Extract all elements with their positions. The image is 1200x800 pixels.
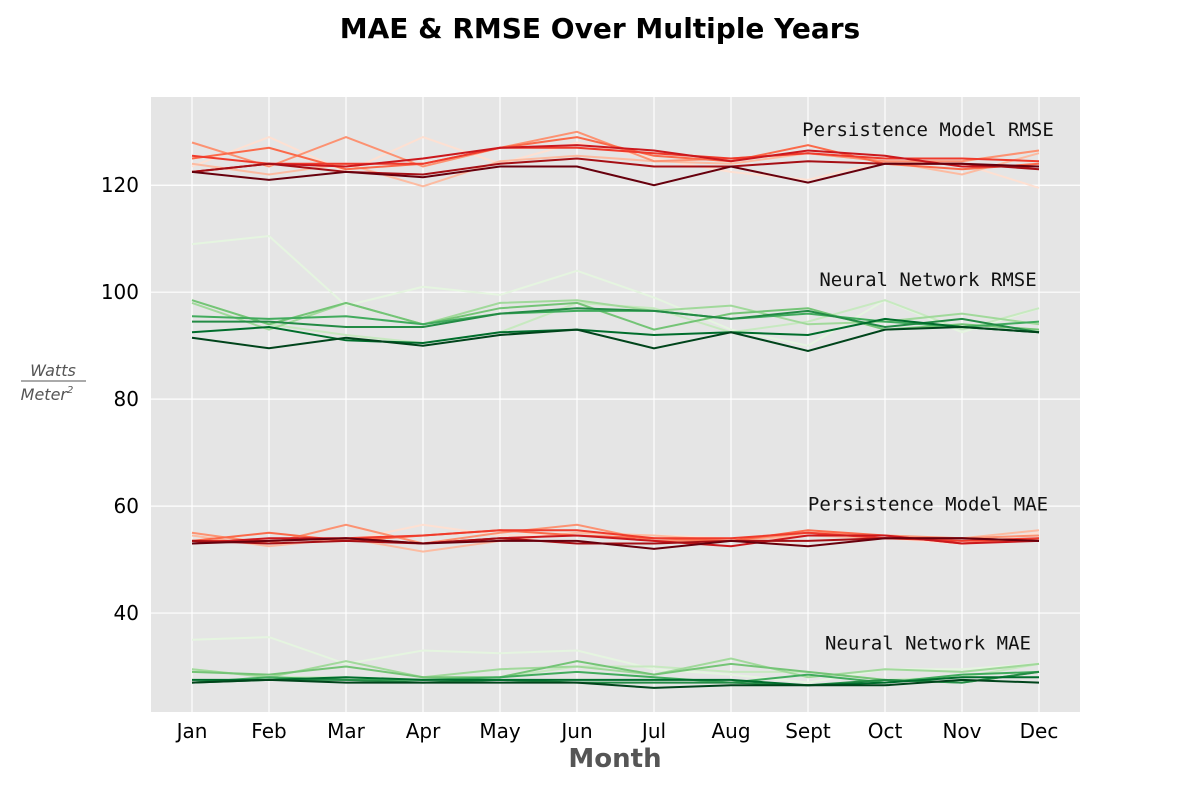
series-line-neural-network-mae-26 — [191, 657, 1040, 679]
x-ticks: Jan Feb Mar Apr May Jun Jul Aug Sept Oct Nov Dec — [175, 719, 1059, 743]
series-line-neural-network-mae-31 — [191, 678, 1040, 689]
series-line-persistence-model-rmse-7 — [191, 162, 1040, 187]
y-axis-label-denominator-base: Meter — [21, 385, 69, 404]
series-line-neural-network-rmse-15 — [191, 325, 1040, 353]
x-tick-label: Dec — [1020, 719, 1059, 743]
y-tick-label: 100 — [101, 280, 139, 304]
x-tick-label: Apr — [406, 719, 441, 743]
annotation-label: Persistence Model RMSE — [802, 119, 1054, 141]
y-tick-label: 80 — [114, 387, 139, 411]
x-tick-label: Mar — [327, 719, 366, 743]
y-tick-label: 60 — [114, 494, 139, 518]
y-axis-label-denominator-exp: 2 — [67, 385, 73, 396]
y-ticks: 40 60 80 100 120 — [101, 173, 139, 625]
series-group — [191, 130, 1040, 689]
series-line-neural-network-rmse-12 — [191, 309, 1040, 329]
grid — [151, 97, 1080, 712]
chart-title: MAE & RMSE Over Multiple Years — [340, 12, 860, 45]
annotations: Persistence Model RMSE Neural Network RMS… — [802, 119, 1054, 654]
x-tick-label: Aug — [711, 719, 750, 743]
series-line-neural-network-rmse-14 — [191, 317, 1040, 345]
y-axis-label-numerator: Watts — [30, 361, 76, 380]
x-tick-label: May — [479, 719, 521, 743]
x-tick-label: Sept — [785, 719, 831, 743]
x-tick-label: Nov — [942, 719, 981, 743]
y-tick-label: 40 — [114, 601, 139, 625]
series-line-neural-network-rmse-13 — [192, 307, 1040, 334]
annotation-label: Persistence Model MAE — [808, 493, 1048, 515]
y-axis-label: Watts Meter2 — [21, 361, 86, 404]
annotation-label: Neural Network RMSE — [819, 269, 1036, 291]
y-axis-label-denominator: Meter2 — [21, 385, 74, 404]
plot-area — [151, 97, 1080, 712]
x-tick-label: Jan — [175, 719, 208, 743]
x-axis-label: Month — [568, 744, 661, 774]
series-line-neural-network-mae-29 — [191, 670, 1040, 687]
x-tick-label: Oct — [868, 719, 903, 743]
annotation-label: Neural Network MAE — [825, 632, 1031, 654]
x-tick-label: Jul — [640, 719, 666, 743]
y-tick-label: 120 — [101, 173, 139, 197]
x-tick-label: Jun — [559, 719, 592, 743]
series-line-persistence-model-mae-23 — [191, 537, 1040, 550]
series-line-neural-network-mae-30 — [192, 676, 1039, 687]
x-tick-label: Feb — [251, 719, 286, 743]
series-line-persistence-model-rmse-5 — [191, 144, 1039, 173]
